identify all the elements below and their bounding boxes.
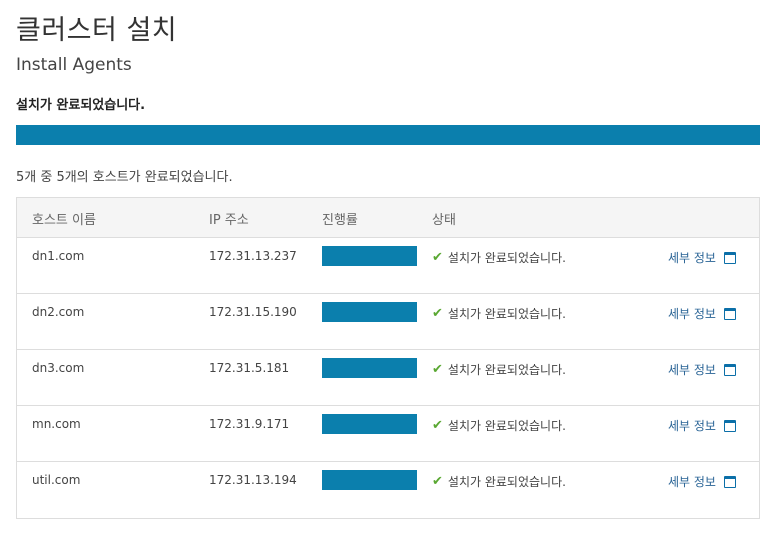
host-progress-bar xyxy=(322,414,417,434)
host-progress-fill xyxy=(322,414,417,434)
details-link-label: 세부 정보 xyxy=(668,363,716,377)
host-progress-fill xyxy=(322,302,417,322)
host-status: ✔ 설치가 완료되었습니다. xyxy=(432,361,566,378)
page-subtitle: Install Agents xyxy=(16,55,132,75)
column-header-ip: IP 주소 xyxy=(209,213,249,228)
details-link[interactable]: 세부 정보 xyxy=(668,473,736,490)
host-progress-bar xyxy=(322,246,417,266)
window-icon[interactable] xyxy=(723,419,736,432)
overall-progress-bar xyxy=(16,125,760,145)
details-link-label: 세부 정보 xyxy=(668,251,716,265)
host-progress-bar xyxy=(322,358,417,378)
host-progress-fill xyxy=(322,470,417,490)
host-progress-bar xyxy=(322,470,417,490)
column-header-status: 상태 xyxy=(432,213,456,228)
page-title: 클러스터 설치 xyxy=(16,15,178,46)
table-header: 호스트 이름 IP 주소 진행률 상태 xyxy=(17,198,759,238)
host-name: dn1.com xyxy=(32,249,85,263)
details-link[interactable]: 세부 정보 xyxy=(668,417,736,434)
details-link-label: 세부 정보 xyxy=(668,475,716,489)
install-status-message: 설치가 완료되었습니다. xyxy=(16,98,146,113)
host-name: util.com xyxy=(32,473,81,487)
column-header-host: 호스트 이름 xyxy=(32,213,96,228)
details-link[interactable]: 세부 정보 xyxy=(668,249,736,266)
table-row: mn.com 172.31.9.171 ✔ 설치가 완료되었습니다. 세부 정보 xyxy=(17,406,759,462)
checkmark-icon: ✔ xyxy=(432,362,443,377)
host-status-text: 설치가 완료되었습니다. xyxy=(447,419,566,433)
host-progress-fill xyxy=(322,358,417,378)
hosts-summary: 5개 중 5개의 호스트가 완료되었습니다. xyxy=(16,170,233,185)
table-row: dn1.com 172.31.13.237 ✔ 설치가 완료되었습니다. 세부 정… xyxy=(17,238,759,294)
ip-address: 172.31.9.171 xyxy=(209,417,290,431)
checkmark-icon: ✔ xyxy=(432,474,443,489)
host-status-text: 설치가 완료되었습니다. xyxy=(447,307,566,321)
window-icon[interactable] xyxy=(723,307,736,320)
host-name: mn.com xyxy=(32,417,81,431)
host-status: ✔ 설치가 완료되었습니다. xyxy=(432,305,566,322)
host-name: dn2.com xyxy=(32,305,85,319)
host-status-text: 설치가 완료되었습니다. xyxy=(447,475,566,489)
details-link[interactable]: 세부 정보 xyxy=(668,305,736,322)
ip-address: 172.31.13.237 xyxy=(209,249,297,263)
host-table: 호스트 이름 IP 주소 진행률 상태 dn1.com 172.31.13.23… xyxy=(16,197,760,519)
table-row: util.com 172.31.13.194 ✔ 설치가 완료되었습니다. 세부 … xyxy=(17,462,759,518)
window-icon[interactable] xyxy=(723,363,736,376)
host-status: ✔ 설치가 완료되었습니다. xyxy=(432,417,566,434)
ip-address: 172.31.15.190 xyxy=(209,305,297,319)
window-icon[interactable] xyxy=(723,251,736,264)
host-status-text: 설치가 완료되었습니다. xyxy=(447,251,566,265)
checkmark-icon: ✔ xyxy=(432,418,443,433)
ip-address: 172.31.5.181 xyxy=(209,361,290,375)
table-row: dn2.com 172.31.15.190 ✔ 설치가 완료되었습니다. 세부 정… xyxy=(17,294,759,350)
details-link[interactable]: 세부 정보 xyxy=(668,361,736,378)
host-status: ✔ 설치가 완료되었습니다. xyxy=(432,249,566,266)
host-status-text: 설치가 완료되었습니다. xyxy=(447,363,566,377)
ip-address: 172.31.13.194 xyxy=(209,473,297,487)
table-row: dn3.com 172.31.5.181 ✔ 설치가 완료되었습니다. 세부 정보 xyxy=(17,350,759,406)
host-progress-bar xyxy=(322,302,417,322)
details-link-label: 세부 정보 xyxy=(668,307,716,321)
host-name: dn3.com xyxy=(32,361,85,375)
overall-progress-fill xyxy=(16,125,760,145)
column-header-progress: 진행률 xyxy=(322,213,358,228)
window-icon[interactable] xyxy=(723,475,736,488)
host-progress-fill xyxy=(322,246,417,266)
details-link-label: 세부 정보 xyxy=(668,419,716,433)
host-status: ✔ 설치가 완료되었습니다. xyxy=(432,473,566,490)
checkmark-icon: ✔ xyxy=(432,250,443,265)
checkmark-icon: ✔ xyxy=(432,306,443,321)
